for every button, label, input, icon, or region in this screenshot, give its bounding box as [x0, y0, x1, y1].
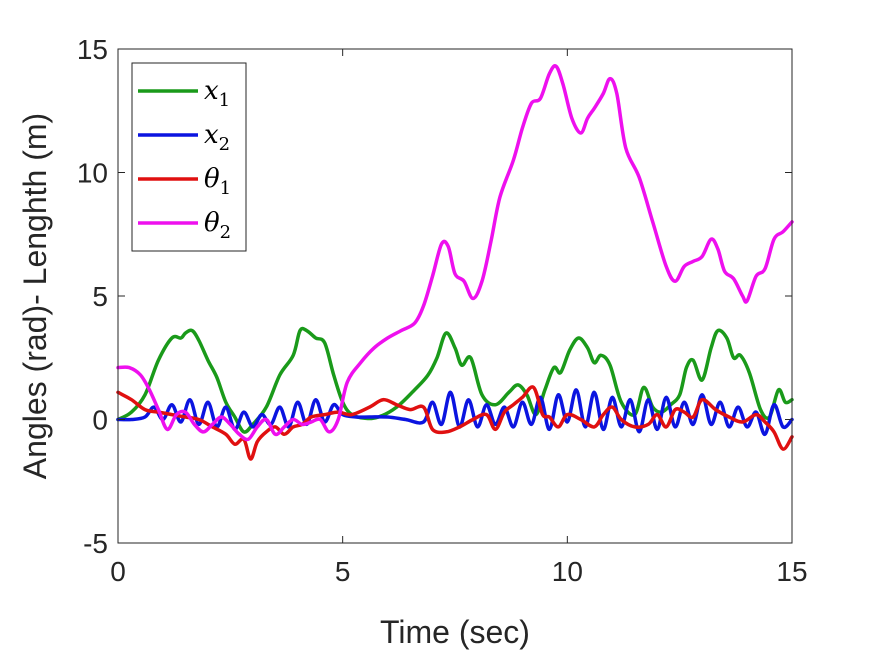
series-layer	[116, 64, 794, 461]
y-tick-label: 15	[77, 34, 108, 65]
legend-label-1: x1	[204, 76, 230, 111]
legend-label-4: θ2	[204, 208, 231, 243]
legend-label-2: x2	[204, 120, 230, 155]
legend-box	[131, 62, 247, 252]
y-axis-label: Angles (rad)- Lenghth (m)	[17, 113, 53, 479]
series-line-4	[116, 64, 794, 442]
x-tick-label: 0	[110, 556, 126, 587]
x-tick-label: 15	[776, 556, 807, 587]
x-tick-label: 10	[552, 556, 583, 587]
y-tick-label: 0	[92, 405, 108, 436]
x-tick-label: 5	[335, 556, 351, 587]
y-tick-label: 5	[92, 281, 108, 312]
series-line-1	[116, 326, 794, 434]
legend-label-3: θ1	[204, 164, 231, 199]
y-tick-label: -5	[83, 528, 108, 559]
x-axis-label: Time (sec)	[380, 614, 530, 650]
legend: x1 x2 θ1 θ2	[131, 62, 247, 252]
y-tick-label: 10	[77, 158, 108, 189]
